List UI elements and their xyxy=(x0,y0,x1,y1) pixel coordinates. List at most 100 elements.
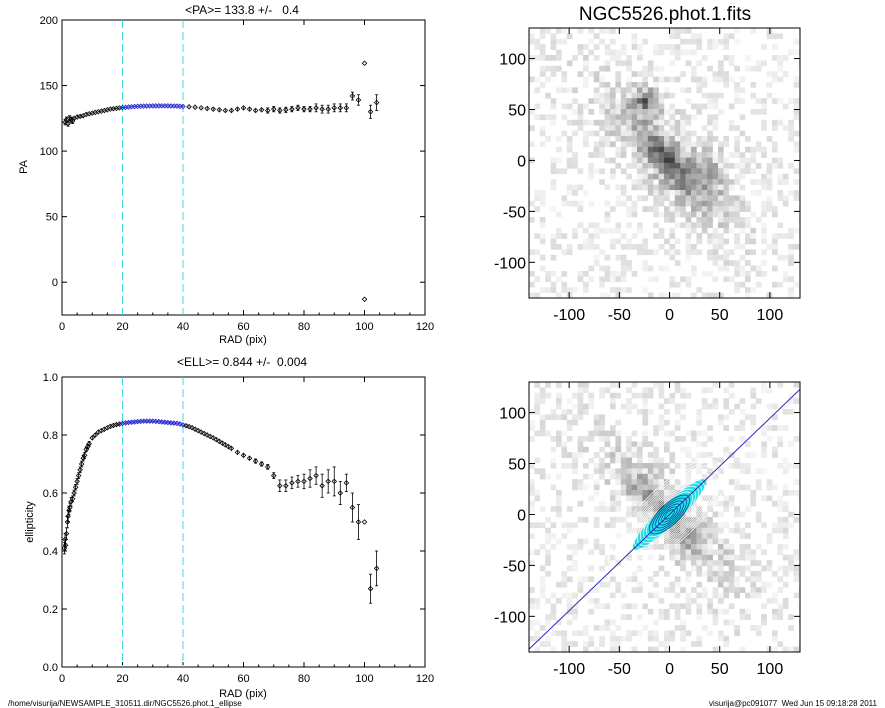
image-pixel xyxy=(669,152,676,158)
image-pixel xyxy=(669,490,676,496)
image-pixel xyxy=(615,587,622,593)
image-pixel xyxy=(696,603,703,610)
image-pixel xyxy=(631,571,638,577)
image-pixel xyxy=(653,249,659,256)
image-pixel xyxy=(631,163,638,169)
image-pixel xyxy=(734,92,740,99)
image-pixel xyxy=(669,276,676,283)
image-pixel xyxy=(615,419,622,426)
image-pixel xyxy=(593,254,600,261)
image-pixel xyxy=(615,163,622,169)
image-pixel xyxy=(691,222,697,229)
image-pixel xyxy=(766,136,773,142)
image-pixel xyxy=(750,392,757,399)
image-pixel xyxy=(728,179,735,185)
image-pixel xyxy=(696,217,703,223)
image-pixel xyxy=(739,98,746,104)
image-pixel xyxy=(658,125,665,131)
image-pixel xyxy=(577,71,584,77)
image-pixel xyxy=(653,538,659,545)
image-pixel xyxy=(723,44,730,50)
image-pixel xyxy=(653,446,659,453)
image-pixel xyxy=(680,652,686,658)
image-pixel xyxy=(561,71,568,77)
image-pixel xyxy=(761,425,767,431)
image-pixel xyxy=(755,217,762,223)
image-pixel xyxy=(610,227,616,234)
image-pixel xyxy=(750,625,757,631)
image-pixel xyxy=(707,190,713,196)
image-pixel xyxy=(610,392,616,399)
image-pixel xyxy=(577,109,584,115)
image-pixel xyxy=(685,141,692,148)
image-pixel xyxy=(642,625,649,631)
image-pixel xyxy=(701,206,708,212)
image-pixel xyxy=(674,195,681,202)
image-pixel xyxy=(658,457,665,464)
image-pixel xyxy=(777,76,784,83)
image-pixel xyxy=(739,222,746,229)
image-pixel xyxy=(718,222,724,229)
image-pixel xyxy=(631,87,638,94)
image-pixel xyxy=(642,490,649,496)
image-pixel xyxy=(739,227,746,234)
image-pixel xyxy=(669,603,676,610)
image-pixel xyxy=(772,76,778,83)
image-pixel xyxy=(728,576,735,583)
image-pixel xyxy=(615,222,622,229)
image-pixel xyxy=(620,168,627,175)
image-pixel xyxy=(604,103,611,110)
image-pixel xyxy=(588,38,595,45)
image-pixel xyxy=(734,238,740,245)
image-pixel xyxy=(653,114,659,121)
image-pixel xyxy=(610,87,616,94)
image-pixel xyxy=(572,603,578,610)
image-pixel xyxy=(696,544,703,550)
image-pixel xyxy=(556,382,562,388)
image-pixel xyxy=(707,544,713,550)
image-pixel xyxy=(696,222,703,229)
image-pixel xyxy=(534,190,541,196)
image-pixel xyxy=(577,414,584,421)
image-pixel xyxy=(664,463,670,469)
image-pixel xyxy=(718,254,724,261)
image-pixel xyxy=(696,163,703,169)
data-point xyxy=(325,106,331,112)
x-tick-label: 20 xyxy=(116,673,128,685)
image-pixel xyxy=(647,190,654,196)
image-pixel xyxy=(685,136,692,142)
image-pixel xyxy=(712,587,719,593)
image-pixel xyxy=(545,414,551,421)
image-pixel xyxy=(653,222,659,229)
image-pixel xyxy=(707,195,713,202)
image-pixel xyxy=(556,276,562,283)
data-point xyxy=(234,449,241,456)
image-pixel xyxy=(545,392,551,399)
image-pixel xyxy=(653,190,659,196)
image-pixel xyxy=(545,517,551,523)
image-pixel xyxy=(631,506,638,512)
image-pixel xyxy=(685,244,692,250)
image-pixel xyxy=(707,130,713,137)
image-pixel xyxy=(750,549,757,556)
image-pixel xyxy=(642,468,649,475)
image-pixel xyxy=(674,592,681,599)
data-point xyxy=(361,60,368,67)
image-pixel xyxy=(599,392,605,399)
image-pixel xyxy=(615,103,622,110)
image-pixel xyxy=(529,436,535,442)
image-pixel xyxy=(626,484,632,491)
image-pixel xyxy=(626,441,632,448)
image-pixel xyxy=(604,265,611,272)
image-pixel xyxy=(718,233,724,239)
image-pixel xyxy=(642,136,649,142)
image-pixel xyxy=(745,276,751,283)
image-pixel xyxy=(550,484,557,491)
image-pixel xyxy=(750,238,757,245)
image-pixel xyxy=(529,549,535,556)
image-pixel xyxy=(723,195,730,202)
image-pixel xyxy=(674,200,681,207)
image-pixel xyxy=(750,227,757,234)
image-pixel xyxy=(539,387,546,394)
